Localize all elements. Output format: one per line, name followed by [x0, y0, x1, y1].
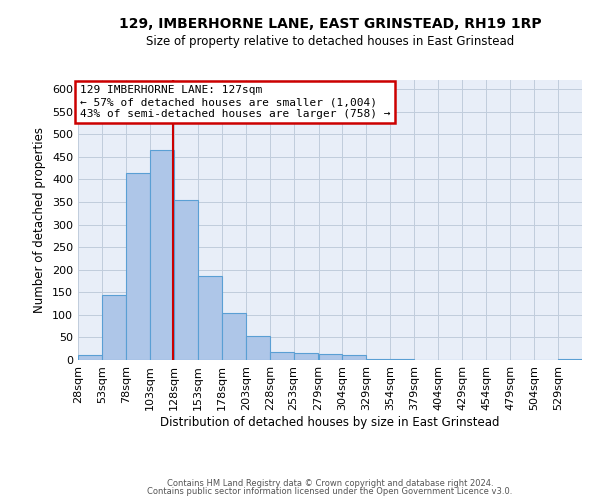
- Bar: [391, 359, 415, 360]
- Bar: [222, 314, 245, 360]
- Bar: [269, 352, 293, 360]
- Bar: [245, 336, 269, 360]
- Bar: [78, 356, 102, 360]
- Bar: [293, 353, 317, 360]
- Bar: [558, 358, 582, 360]
- Text: 129, IMBERHORNE LANE, EAST GRINSTEAD, RH19 1RP: 129, IMBERHORNE LANE, EAST GRINSTEAD, RH…: [119, 18, 541, 32]
- Bar: [102, 294, 126, 360]
- Y-axis label: Number of detached properties: Number of detached properties: [34, 127, 46, 313]
- X-axis label: Distribution of detached houses by size in East Grinstead: Distribution of detached houses by size …: [160, 416, 500, 428]
- Bar: [174, 200, 198, 360]
- Bar: [343, 356, 367, 360]
- Bar: [367, 358, 391, 360]
- Bar: [319, 354, 343, 360]
- Text: Size of property relative to detached houses in East Grinstead: Size of property relative to detached ho…: [146, 35, 514, 48]
- Text: Contains public sector information licensed under the Open Government Licence v3: Contains public sector information licen…: [148, 487, 512, 496]
- Text: 129 IMBERHORNE LANE: 127sqm
← 57% of detached houses are smaller (1,004)
43% of : 129 IMBERHORNE LANE: 127sqm ← 57% of det…: [80, 86, 391, 118]
- Bar: [126, 172, 150, 360]
- Bar: [150, 150, 174, 360]
- Bar: [198, 276, 222, 360]
- Text: Contains HM Land Registry data © Crown copyright and database right 2024.: Contains HM Land Registry data © Crown c…: [167, 478, 493, 488]
